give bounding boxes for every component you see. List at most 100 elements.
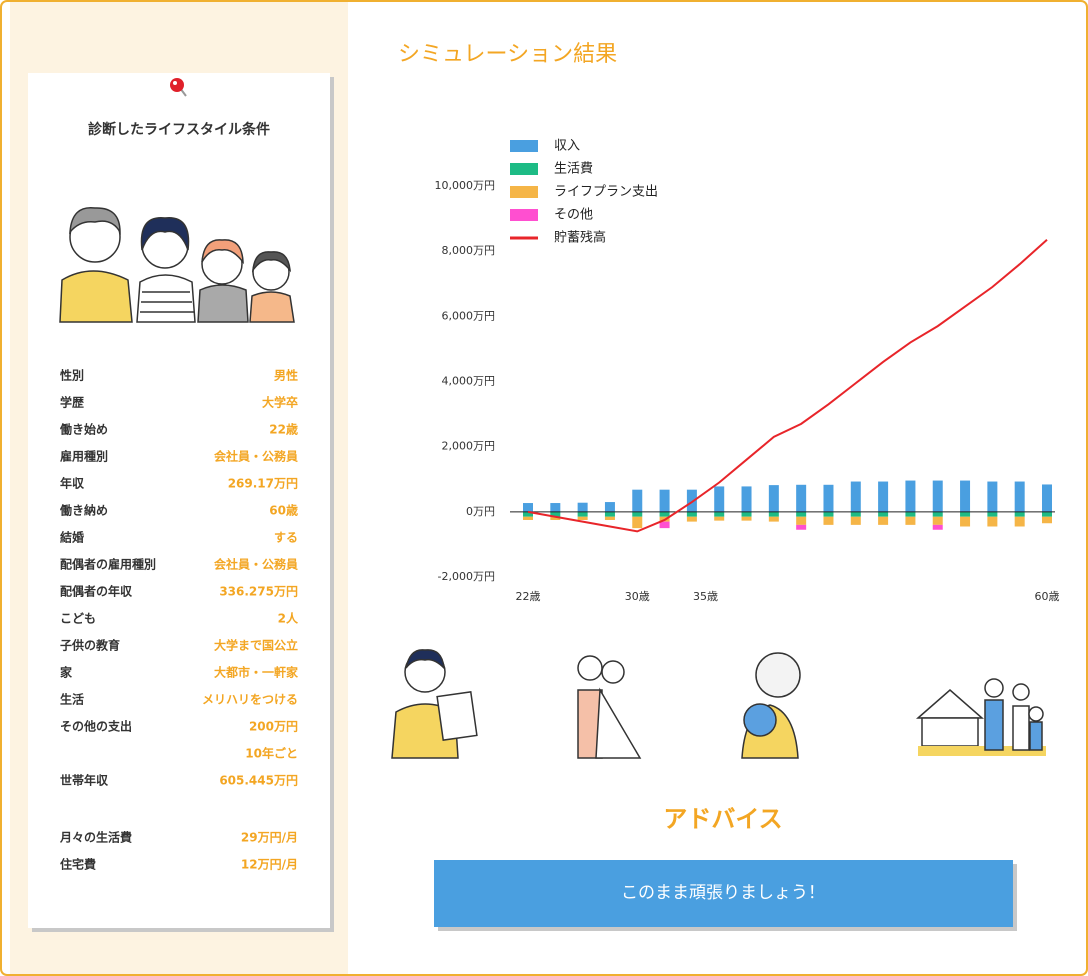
condition-value: メリハリをつける [202,693,298,707]
condition-label: 雇用種別 [60,449,108,464]
condition-value: 269.17万円 [228,477,298,491]
bar [1015,482,1025,512]
bar [878,482,888,512]
legend-swatch [510,186,538,198]
page-title: シミュレーション結果 [398,42,617,67]
bar [769,485,779,512]
bar [933,481,943,512]
bar [660,512,670,517]
condition-value: 605.445万円 [219,774,298,788]
bar [578,512,588,517]
page: 診断したライフスタイル条件 シミュレーション結果 [0,0,1088,976]
x-tick-label: 35歳 [693,590,718,603]
condition-label: 結婚 [60,530,84,545]
condition-value: 2人 [278,611,299,626]
x-tick-label: 30歳 [625,590,650,603]
bar [769,517,779,522]
bar [796,512,806,517]
bar [878,512,888,517]
bar [1015,512,1025,517]
condition-value: 大学まで国公立 [214,638,298,653]
condition-label: こども [60,612,96,626]
bar [878,517,888,525]
bar [660,490,670,512]
bar [605,512,615,517]
bar [632,490,642,512]
condition-label: 学歴 [60,395,84,410]
bar [796,485,806,512]
bar [851,512,861,517]
bar [523,517,533,520]
bar [742,512,752,517]
y-tick-label: 10,000万円 [435,179,496,192]
bar [742,517,752,521]
condition-value: 会社員・公務員 [214,449,298,464]
bar [632,517,642,528]
bar [578,503,588,512]
bar [933,512,943,517]
advice-title: アドバイス [663,805,782,833]
bar [714,512,724,517]
y-tick-label: 6,000万円 [442,309,496,322]
bar [933,525,943,530]
bar [550,503,560,512]
condition-value: 男性 [274,368,298,383]
legend-label: 収入 [554,139,580,154]
legend-swatch [510,140,538,152]
condition-value: 60歳 [269,503,298,518]
bar [851,482,861,512]
condition-value: 29万円/月 [241,831,298,845]
card-title: 診断したライフスタイル条件 [88,121,270,138]
legend-label: 貯蓄残高 [554,230,606,246]
bar [905,517,915,525]
bar [823,485,833,512]
condition-value: 336.275万円 [219,585,298,599]
condition-value: 会社員・公務員 [214,557,298,572]
condition-value: 12万円/月 [241,858,298,872]
y-tick-label: 0万円 [466,505,495,518]
condition-value: 大学卒 [262,395,298,410]
legend-label: 生活費 [554,162,593,177]
bar [987,512,997,517]
legend-label: ライフプラン支出 [554,185,658,200]
advice-message: このまま頑張りましょう！ [621,883,825,903]
bar [769,512,779,517]
condition-card [28,73,330,928]
bar [905,512,915,517]
bar [987,482,997,512]
condition-label: 配偶者の雇用種別 [60,557,156,572]
condition-label: 働き納め [59,503,108,518]
bar [1042,517,1052,524]
legend-swatch [510,209,538,221]
condition-label: 配偶者の年収 [60,584,133,599]
y-tick-label: 4,000万円 [442,375,496,388]
bar [687,517,697,522]
bar [960,517,970,527]
bar [632,512,642,517]
condition-label: 月々の生活費 [59,830,132,845]
bar [1042,484,1052,511]
bar [660,522,670,529]
condition-label: 年収 [60,476,85,491]
condition-label: その他の支出 [60,719,132,734]
condition-label: 世帯年収 [60,773,109,788]
legend-label: その他 [554,208,593,223]
bar [823,512,833,517]
bar [905,481,915,512]
y-tick-label: -2,000万円 [438,570,495,583]
bar [605,517,615,520]
bar [933,517,943,525]
bar [578,517,588,520]
condition-value: 200万円 [249,720,298,734]
legend-swatch [510,163,538,175]
bar [523,503,533,512]
bar [1042,512,1052,517]
y-tick-label: 2,000万円 [442,440,496,453]
condition-label: 働き始め [59,422,108,437]
bar [796,517,806,525]
bar [742,486,752,511]
bar [687,512,697,517]
bar [987,517,997,527]
bar [960,512,970,517]
bar [714,486,724,511]
